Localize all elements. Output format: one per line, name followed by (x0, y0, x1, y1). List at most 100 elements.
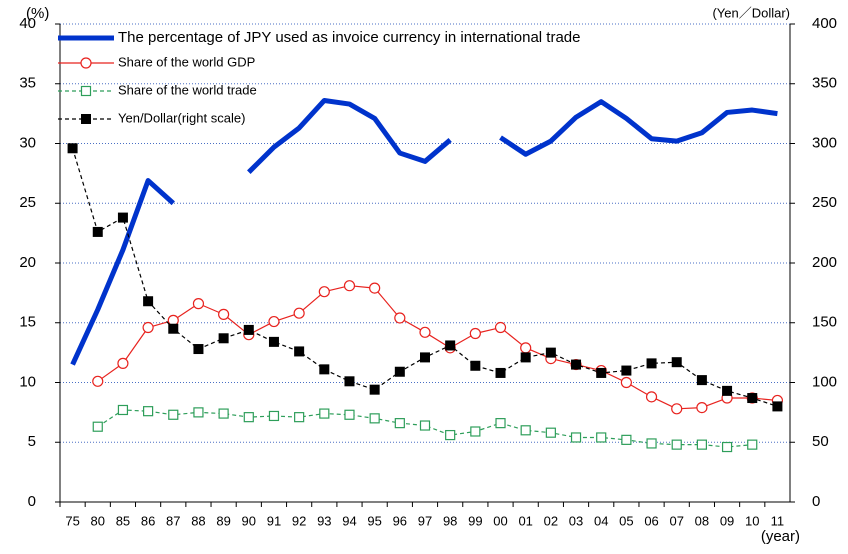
point (545, 347, 556, 358)
point (520, 342, 532, 354)
x-tick-label: 90 (242, 513, 256, 528)
point (143, 296, 154, 307)
point (142, 321, 154, 334)
point (218, 308, 230, 320)
y-tick-label: 0 (28, 493, 36, 510)
series-line (97, 285, 778, 410)
point (218, 408, 229, 419)
point (470, 426, 481, 437)
point (646, 438, 657, 449)
x-tick-label: 98 (443, 513, 457, 528)
point (445, 340, 456, 351)
x-tick-label: 89 (216, 513, 230, 528)
series-line (70, 97, 778, 366)
point (394, 366, 405, 377)
x-tick-label: 10 (745, 513, 759, 528)
point (369, 384, 380, 395)
point (469, 327, 481, 340)
y-tick-label: 10 (19, 373, 36, 390)
x-tick-label: 04 (594, 513, 608, 528)
y-tick-label: 5 (28, 433, 36, 450)
x-tick-label: 00 (493, 513, 507, 528)
point (117, 404, 129, 416)
legend-label: Share of the world trade (118, 82, 257, 97)
y2-tick-label: 50 (812, 433, 829, 450)
point (596, 367, 607, 378)
point (621, 434, 632, 445)
legend-label: Share of the world GDP (118, 54, 255, 69)
point (318, 286, 330, 298)
point (696, 401, 708, 414)
x-tick-label: 93 (317, 513, 331, 528)
point (67, 143, 78, 154)
point (721, 441, 733, 453)
point (520, 425, 531, 436)
x-tick-label: 91 (267, 513, 281, 528)
point (419, 326, 431, 338)
x-tick-label: 09 (720, 513, 734, 528)
point (193, 344, 204, 355)
x-tick-label: 87 (166, 513, 180, 528)
point (343, 280, 356, 292)
y2-tick-label: 300 (812, 134, 837, 151)
point (319, 364, 330, 375)
x-tick-label: 11 (771, 513, 785, 528)
y-tick-label: 35 (19, 75, 36, 92)
x-tick-label: 85 (116, 513, 130, 528)
point (192, 298, 205, 310)
point (420, 352, 430, 363)
point (645, 391, 658, 403)
point (92, 421, 103, 432)
series-line (72, 148, 778, 407)
point (168, 323, 179, 334)
point (92, 375, 104, 387)
point (545, 427, 556, 438)
point (193, 407, 204, 418)
point (571, 359, 582, 370)
x-tick-label: 03 (569, 513, 583, 528)
x-tick-label: 06 (644, 513, 658, 528)
point (168, 409, 179, 420)
point (117, 212, 128, 223)
point (369, 413, 380, 424)
point (596, 432, 607, 443)
point (621, 365, 632, 376)
series-line (97, 409, 753, 448)
point (344, 409, 355, 420)
y-tick-label: 25 (19, 194, 36, 211)
y2-tick-label: 350 (812, 75, 837, 92)
point (143, 406, 154, 417)
x-tick-label: 95 (367, 513, 381, 528)
point (570, 432, 582, 443)
point (394, 312, 406, 324)
point (620, 376, 632, 389)
point (294, 346, 305, 357)
point (218, 333, 229, 344)
point (747, 439, 758, 450)
point (294, 412, 305, 423)
point (268, 315, 280, 328)
x-tick-label: 97 (418, 513, 432, 528)
x-tick-label: 08 (695, 513, 709, 528)
point (92, 226, 103, 237)
x-tick-label: 92 (292, 513, 306, 528)
legend-marker (81, 114, 91, 124)
point (494, 321, 507, 334)
x-tick-label: 86 (141, 513, 155, 528)
point (344, 376, 355, 387)
y-tick-label: 15 (19, 314, 36, 331)
legend-marker (80, 57, 92, 69)
point (293, 307, 305, 319)
x-tick-label: 07 (669, 513, 683, 528)
x-axis-label: (year) (761, 528, 800, 545)
point (696, 439, 707, 450)
point (268, 336, 279, 347)
point (243, 412, 254, 423)
x-tick-label: 05 (619, 513, 633, 528)
y2-tick-label: 150 (812, 314, 837, 331)
point (646, 358, 657, 369)
x-tick-label: 88 (191, 513, 205, 528)
point (696, 375, 707, 386)
point (772, 401, 783, 412)
